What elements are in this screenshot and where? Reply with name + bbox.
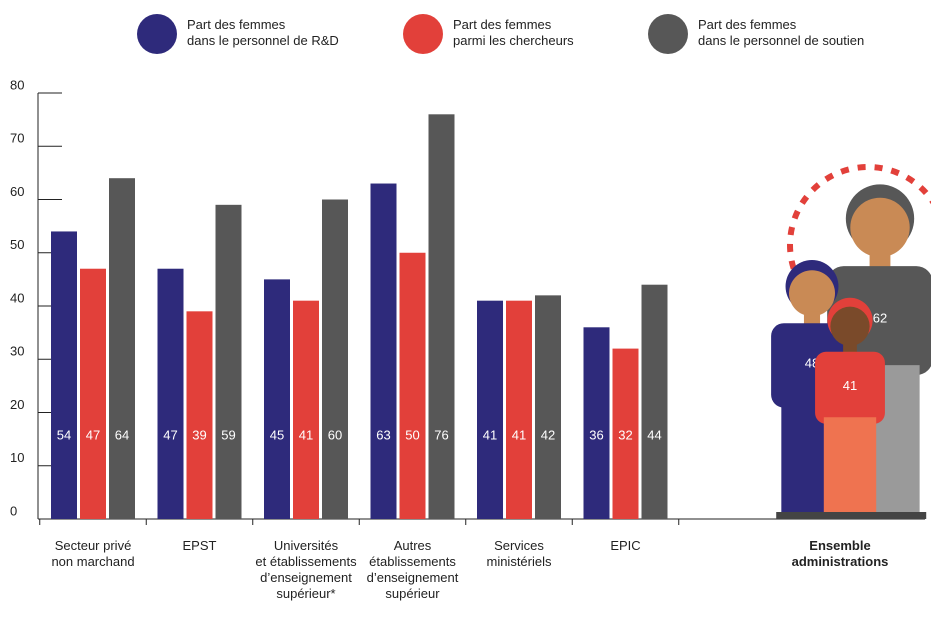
figure-head (830, 306, 870, 346)
value-label: 63 (376, 427, 390, 442)
value-label: 41 (843, 378, 857, 393)
bar (293, 300, 319, 519)
bar (322, 199, 348, 519)
y-tick-label: 10 (10, 450, 24, 465)
bar (370, 183, 397, 519)
y-tick-label: 40 (10, 290, 24, 305)
x-tick-label: Secteur privé non marchand (51, 538, 135, 569)
figure (815, 297, 885, 519)
y-tick-label: 0 (10, 503, 17, 518)
y-tick-label: 30 (10, 344, 24, 359)
legend-swatch (137, 14, 177, 54)
bar (80, 268, 106, 519)
value-label: 54 (57, 427, 71, 442)
bar (477, 300, 503, 519)
y-tick-label: 60 (10, 184, 24, 199)
y-tick-label: 80 (10, 77, 24, 92)
figure-neck (843, 341, 857, 354)
figure-body (815, 351, 885, 424)
x-tick-label: Autres établissements d’enseignement sup… (366, 538, 459, 601)
x-tick-label: EPIC (610, 538, 641, 553)
value-label: 60 (328, 427, 342, 442)
bar (215, 204, 242, 519)
legend-label: Part des femmes parmi les chercheurs (453, 17, 574, 48)
figure-feet (819, 512, 881, 519)
bar (583, 327, 610, 519)
figure-feet (776, 512, 848, 519)
value-label: 39 (192, 427, 206, 442)
value-label: 36 (589, 427, 603, 442)
bar (535, 295, 561, 519)
bar (399, 252, 426, 519)
value-label: 44 (647, 427, 661, 442)
value-label: 41 (299, 427, 313, 442)
y-tick-label: 50 (10, 237, 24, 252)
bar (186, 311, 213, 519)
legend-swatch (403, 14, 443, 54)
value-label: 42 (541, 427, 555, 442)
bar (109, 178, 135, 519)
bar (264, 279, 290, 519)
value-label: 50 (405, 427, 419, 442)
value-label: 64 (115, 427, 129, 442)
figure-head (850, 197, 910, 258)
value-label: 45 (270, 427, 284, 442)
value-label: 32 (618, 427, 632, 442)
bar (157, 268, 184, 519)
x-tick-label: Universités et établissements d’enseigne… (255, 538, 357, 601)
bar (428, 114, 455, 520)
bar (612, 348, 639, 519)
x-tick-label: EPST (182, 538, 217, 553)
figure-neck (869, 251, 891, 270)
x-tick-label: Ensemble administrations (791, 538, 889, 569)
value-label: 76 (434, 427, 448, 442)
legend-label: Part des femmes dans le personnel de R&D (187, 17, 339, 48)
x-tick-label: Services ministériels (486, 538, 552, 569)
y-tick-label: 20 (10, 397, 24, 412)
value-label: 47 (163, 427, 177, 442)
figure-legs (823, 417, 877, 513)
bar (51, 231, 77, 519)
figure-neck (803, 311, 821, 326)
bar (641, 284, 668, 519)
legend-swatch (648, 14, 688, 54)
value-label: 47 (86, 427, 100, 442)
figure-head (788, 270, 836, 317)
y-tick-label: 70 (10, 131, 24, 146)
legend-label: Part des femmes dans le personnel de sou… (698, 17, 865, 48)
value-label: 41 (512, 427, 526, 442)
value-label: 41 (483, 427, 497, 442)
bar (506, 300, 532, 519)
value-label: 59 (221, 427, 235, 442)
value-label: 62 (873, 310, 887, 325)
